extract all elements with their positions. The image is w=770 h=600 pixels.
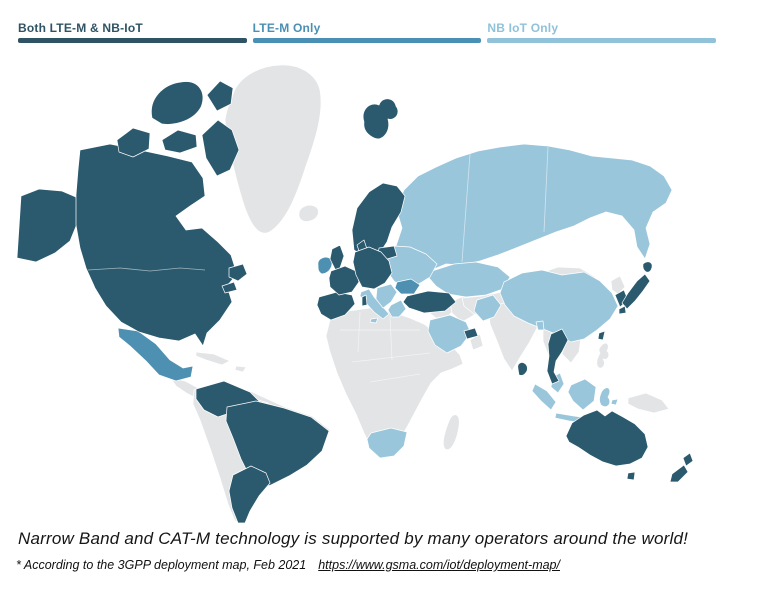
region-pakistan (473, 294, 502, 322)
region-japan-hokkaido (642, 261, 653, 273)
region-sri-lanka (517, 362, 528, 376)
region-africa (325, 307, 464, 457)
region-moluccas (610, 398, 619, 406)
region-hispaniola (234, 365, 247, 373)
legend-item-nbiot-only: NB IoT Only (487, 21, 717, 43)
region-south-africa (366, 427, 408, 459)
legend-label-ltem-only: LTE-M Only (252, 21, 321, 35)
region-france (328, 265, 360, 296)
legend-item-both: Both LTE-M & NB-IoT (18, 21, 247, 43)
region-canada-usa (75, 143, 238, 347)
region-central-europe (352, 246, 393, 290)
region-north-korea (610, 275, 626, 295)
region-ireland (317, 256, 333, 275)
region-corsica-sardinia (361, 294, 368, 307)
region-saudi-arabia (427, 314, 472, 354)
region-turkey (402, 290, 457, 314)
region-papua-new-guinea (627, 392, 670, 414)
region-madagascar (443, 414, 460, 451)
region-japan-kyushu (618, 305, 627, 315)
region-greece (387, 299, 407, 318)
region-taiwan (597, 330, 606, 341)
region-philippines (596, 342, 610, 369)
footnote-link[interactable]: https://www.gsma.com/iot/deployment-map/ (318, 558, 560, 572)
region-alaska (16, 188, 80, 263)
region-japan-honshu (621, 273, 651, 310)
region-uae (463, 327, 479, 340)
region-borneo (567, 378, 597, 411)
region-cuba (195, 351, 231, 366)
region-arctic-island-5 (201, 119, 240, 177)
region-arctic-island-1 (151, 81, 204, 125)
region-sulawesi (599, 387, 611, 408)
region-australia (565, 409, 649, 467)
region-russia (395, 143, 673, 274)
region-nova-scotia (221, 281, 238, 294)
region-bangladesh (535, 320, 545, 331)
legend-label-both: Both LTE-M & NB-IoT (18, 21, 143, 35)
legend-bar-ltem-only (252, 38, 482, 43)
region-new-zealand-south (669, 464, 689, 483)
region-kazakhstan (428, 261, 511, 298)
region-china (499, 269, 619, 343)
country-borders (87, 146, 549, 383)
footnote-text: * According to the 3GPP deployment map, … (16, 558, 307, 572)
region-tasmania (626, 471, 636, 481)
region-newfoundland (228, 263, 248, 282)
region-arctic-island-3 (161, 129, 198, 154)
region-new-zealand-north (682, 452, 694, 467)
caption-text: Narrow Band and CAT-M technology is supp… (18, 529, 689, 548)
region-mexico (117, 327, 194, 382)
legend-bar-nbiot-only (487, 38, 717, 43)
region-svalbard (362, 98, 399, 140)
region-iceland (298, 204, 319, 222)
region-sicily (369, 317, 379, 324)
region-arctic-island-4 (206, 80, 234, 112)
legend-bar-both (18, 38, 247, 43)
deployment-legend: Both LTE-M & NB-IoT LTE-M Only NB IoT On… (18, 21, 717, 43)
region-sumatra (531, 383, 557, 411)
legend-label-nbiot-only: NB IoT Only (487, 21, 559, 35)
region-argentina (228, 465, 271, 524)
region-thailand (546, 328, 569, 385)
legend-item-ltem-only: LTE-M Only (252, 21, 482, 43)
region-arctic-island-2 (116, 127, 151, 158)
region-balkans (375, 283, 398, 309)
footnote: * According to the 3GPP deployment map, … (16, 558, 560, 572)
